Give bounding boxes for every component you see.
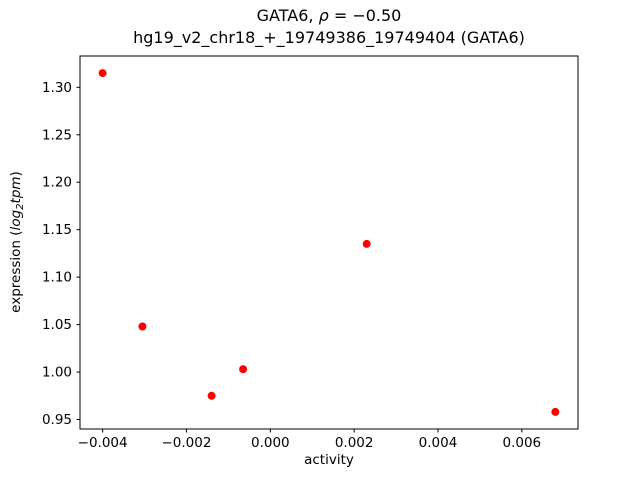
y-tick-label: 1.15	[42, 222, 72, 238]
y-axis-label-tpm: tpm	[8, 176, 24, 204]
x-tick-label: −0.002	[161, 435, 211, 451]
y-tick-label: 1.00	[42, 365, 72, 381]
x-axis-label: activity	[304, 452, 354, 468]
x-tick-label: −0.004	[78, 435, 128, 451]
y-tick-label: 1.05	[42, 317, 72, 333]
title-correlation-value: = −0.50	[328, 6, 402, 25]
y-axis-label-prefix: expression (	[8, 230, 24, 313]
scatter-point	[98, 69, 107, 78]
y-tick-label: 1.20	[42, 175, 72, 191]
chart-title-line1: GATA6, ρ = −0.50	[80, 6, 578, 26]
y-axis-label-suffix: )	[8, 171, 24, 177]
x-tick-label: 0.006	[503, 435, 542, 451]
y-tick-label: 1.25	[42, 127, 72, 143]
y-tick-label: 1.10	[42, 270, 72, 286]
x-tick-label: 0.004	[419, 435, 458, 451]
scatter-point	[362, 239, 371, 248]
x-tick-label: 0.000	[251, 435, 290, 451]
y-axis-label: expression (log2tpm)	[8, 171, 26, 313]
rho-symbol: ρ	[318, 6, 329, 25]
chart-title-line2: hg19_v2_chr18_+_19749386_19749404 (GATA6…	[133, 28, 525, 47]
y-tick-label: 0.95	[42, 412, 72, 428]
scatter-point	[239, 365, 248, 374]
y-axis-label-log: log	[8, 209, 24, 231]
scatter-point	[207, 391, 216, 400]
scatter-point	[138, 322, 147, 331]
title-gene: GATA6,	[256, 6, 319, 25]
axes-box	[79, 55, 579, 430]
y-axis-label-subscript: 2	[15, 203, 26, 210]
y-tick-label: 1.30	[42, 80, 72, 96]
scatter-point	[551, 407, 560, 416]
x-tick-label: 0.002	[335, 435, 374, 451]
